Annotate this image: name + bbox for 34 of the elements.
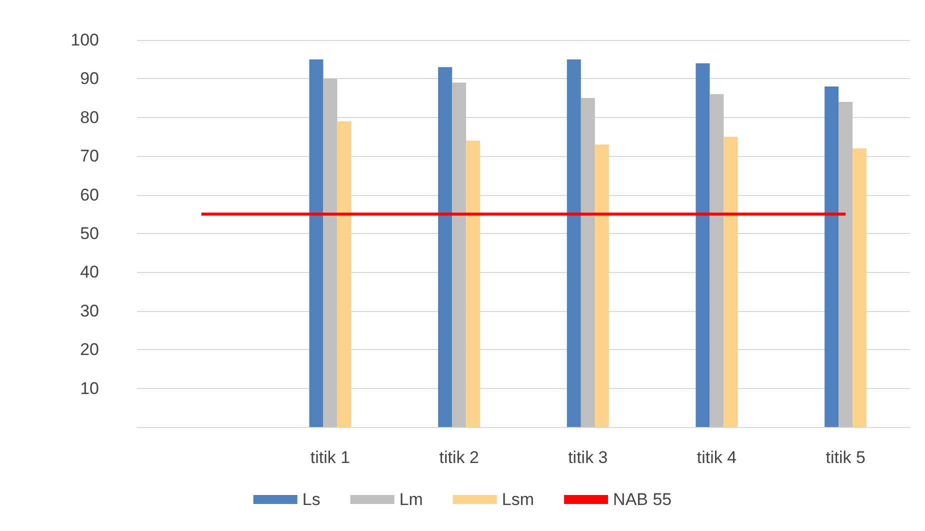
bar bbox=[580, 98, 595, 427]
bar bbox=[852, 148, 867, 427]
bar bbox=[710, 94, 724, 427]
bar bbox=[323, 78, 338, 427]
y-tick-label: 60 bbox=[80, 185, 99, 204]
bar bbox=[594, 144, 609, 427]
x-tick-label: titik 1 bbox=[310, 448, 350, 467]
y-tick-label: 80 bbox=[80, 108, 99, 127]
bar bbox=[724, 136, 738, 427]
y-tick-label: 40 bbox=[80, 262, 99, 282]
y-tick-label: 20 bbox=[80, 340, 99, 360]
y-tick-label: 90 bbox=[80, 69, 99, 88]
y-tick-label: 100 bbox=[70, 30, 99, 50]
bar bbox=[466, 140, 480, 427]
bar bbox=[337, 121, 352, 427]
y-tick-label: 70 bbox=[80, 146, 99, 166]
x-tick-label: titik 2 bbox=[439, 448, 479, 467]
bar bbox=[452, 82, 466, 427]
x-tick-label: titik 5 bbox=[826, 448, 866, 467]
x-tick-label: titik 4 bbox=[696, 448, 737, 467]
bar bbox=[824, 86, 839, 427]
bar bbox=[838, 102, 853, 427]
legend-label: Ls bbox=[302, 490, 320, 509]
bar bbox=[566, 59, 581, 427]
y-tick-label: 50 bbox=[80, 224, 99, 243]
y-tick-label: 10 bbox=[80, 378, 99, 398]
bar bbox=[438, 67, 452, 427]
y-tick-label: 30 bbox=[80, 301, 99, 320]
legend-label: Lm bbox=[399, 490, 423, 509]
bar bbox=[696, 63, 710, 427]
legend-label: NAB 55 bbox=[613, 490, 672, 509]
legend-label: Lsm bbox=[502, 490, 534, 509]
bar bbox=[309, 59, 324, 427]
x-tick-label: titik 3 bbox=[568, 448, 608, 467]
